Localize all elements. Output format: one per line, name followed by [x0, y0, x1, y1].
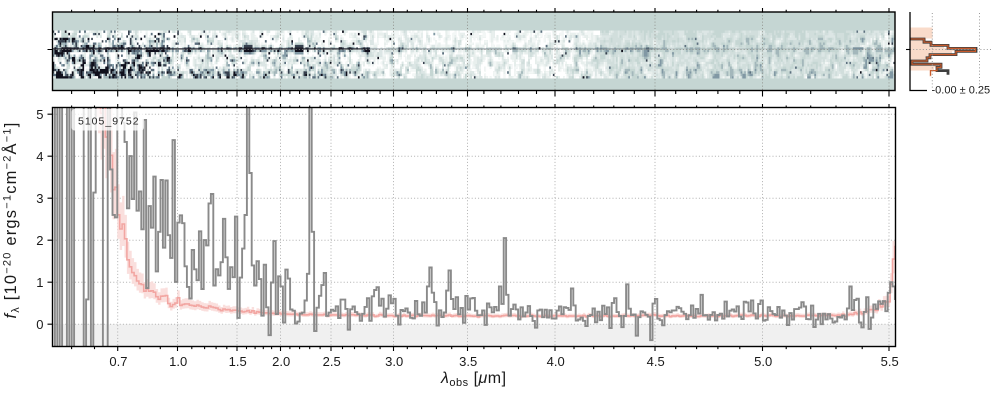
svg-text:3.5: 3.5 — [459, 354, 477, 369]
svg-text:3: 3 — [36, 191, 43, 206]
svg-text:2.5: 2.5 — [323, 354, 341, 369]
svg-text:1.5: 1.5 — [229, 354, 247, 369]
svg-text:3.0: 3.0 — [385, 354, 403, 369]
svg-text:1: 1 — [36, 275, 43, 290]
svg-text:1.0: 1.0 — [169, 354, 187, 369]
svg-text:2: 2 — [36, 233, 43, 248]
svg-text:fλ [10−20 ergs−1cm−2Å−1]: fλ [10−20 ergs−1cm−2Å−1] — [1, 121, 22, 318]
svg-text:4.5: 4.5 — [647, 354, 665, 369]
svg-text:2.0: 2.0 — [272, 354, 290, 369]
svg-text:0.7: 0.7 — [109, 354, 127, 369]
svg-text:5105_9752: 5105_9752 — [78, 116, 140, 128]
svg-text:4.0: 4.0 — [547, 354, 565, 369]
svg-text:0: 0 — [36, 317, 43, 332]
svg-text:λobs [μm]: λobs [μm] — [440, 370, 507, 389]
svg-text:5: 5 — [36, 107, 43, 122]
svg-text:4: 4 — [36, 149, 43, 164]
svg-text:5.0: 5.0 — [754, 354, 772, 369]
svg-text:5.5: 5.5 — [881, 354, 899, 369]
svg-text:-0.00 ± 0.25: -0.00 ± 0.25 — [932, 85, 991, 97]
